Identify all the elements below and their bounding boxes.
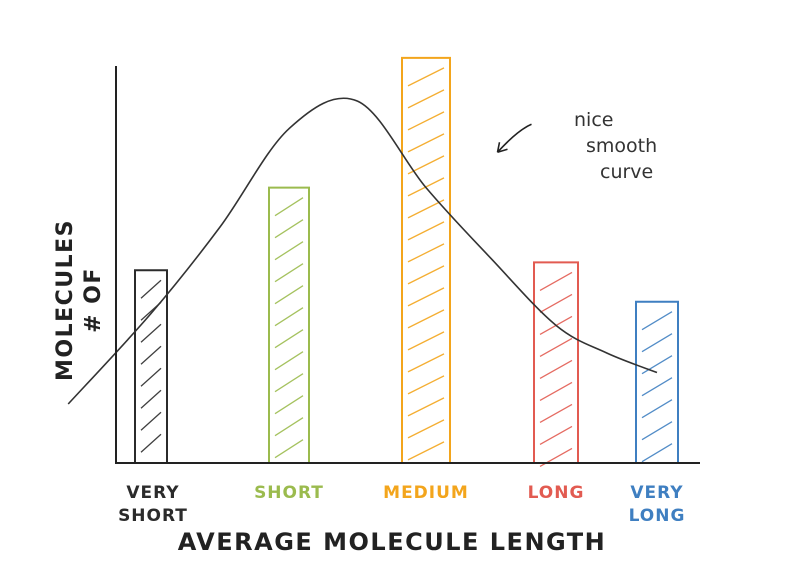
bar-medium [401, 56, 451, 463]
bar-very-long [635, 300, 679, 463]
x-tick-label: VERY [126, 483, 179, 503]
y-axis-label-line-1: # OF [81, 267, 106, 333]
smooth-curve [67, 97, 658, 405]
curve-annotation: nice smooth curve [496, 109, 657, 183]
x-tick-label: SHORT [254, 483, 324, 503]
bar-outline [401, 56, 451, 463]
y-axis-label-line-2: MOLECULES [53, 219, 78, 381]
bar-short [268, 186, 310, 463]
bar-hatching [407, 67, 445, 461]
x-tick-label: MEDIUM [383, 483, 469, 503]
bar-hatching [274, 197, 304, 459]
bar-hatching [539, 271, 573, 467]
bar-hatching [641, 311, 673, 463]
bar-outline [533, 261, 579, 463]
bar-outline [134, 269, 168, 463]
bar-very-short [134, 269, 168, 463]
annotation-line-3: curve [600, 161, 653, 183]
annotation-line-1: nice [574, 109, 613, 131]
bar-hatching [140, 279, 162, 453]
x-tick-label: SHORT [118, 506, 188, 526]
bar-outline [635, 300, 679, 463]
annotation-line-2: smooth [586, 135, 657, 157]
annotation-arrow [496, 123, 532, 154]
x-tick-labels: VERY SHORT SHORT MEDIUM LONG VERY LONG [118, 483, 686, 526]
x-tick-label: LONG [528, 483, 585, 503]
x-tick-label: VERY [630, 483, 683, 503]
bar-long [533, 261, 579, 467]
bar-outline [268, 186, 310, 463]
x-axis-label: AVERAGE MOLECULE LENGTH [178, 528, 607, 556]
x-tick-label: LONG [629, 506, 686, 526]
